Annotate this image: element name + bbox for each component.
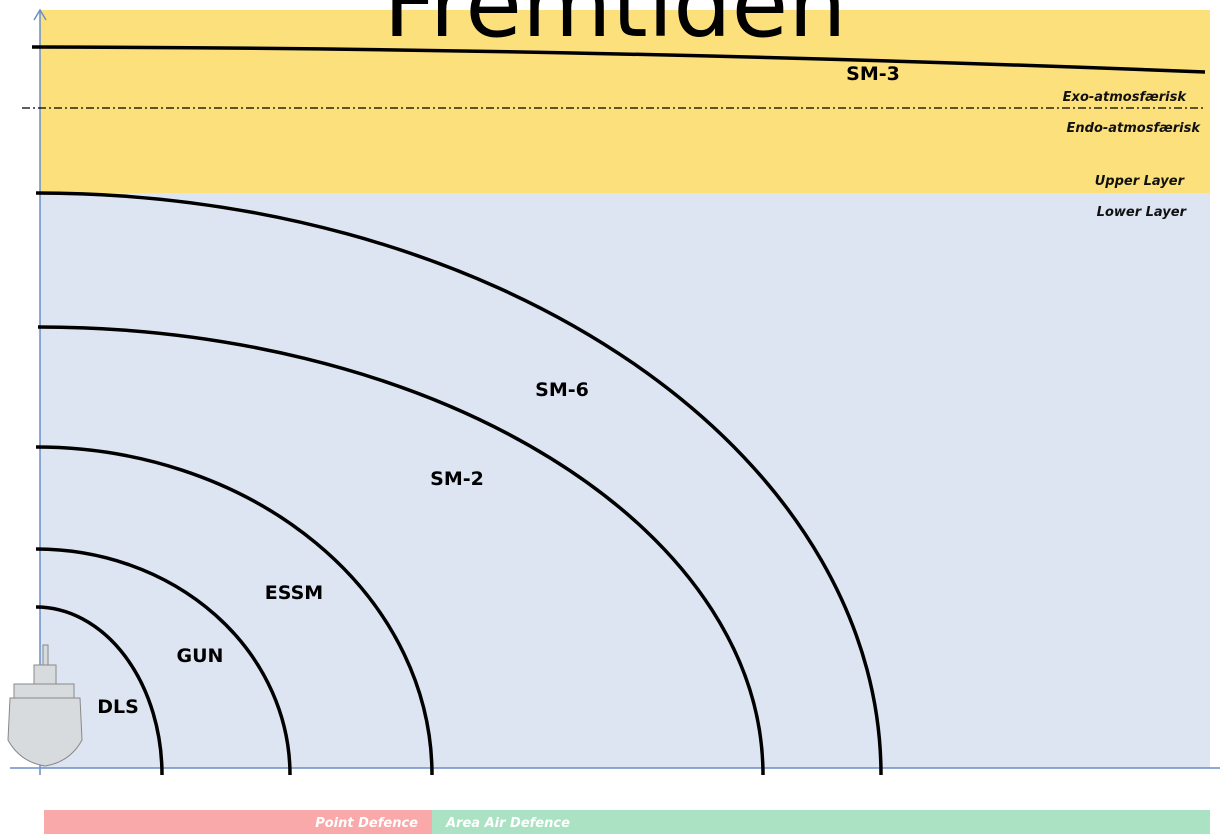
sm6-label: SM-6	[535, 379, 589, 401]
gun-label: GUN	[177, 645, 224, 667]
page: {"header": {"title": "Fremtiden"}, "laye…	[0, 0, 1222, 834]
diagram: Fremtiden SM-3 Exo-atmosfærisk Endo-atmo…	[0, 0, 1222, 834]
upper-label: Upper Layer	[1095, 174, 1186, 189]
lower-label: Lower Layer	[1097, 205, 1188, 220]
exo-label: Exo-atmosfærisk	[1063, 90, 1188, 105]
point-defence-label: Point Defence	[315, 816, 418, 831]
sm3-label: SM-3	[846, 63, 900, 85]
endo-label: Endo-atmosfærisk	[1067, 121, 1202, 136]
area-defence-label: Area Air Defence	[445, 816, 570, 831]
lower-layer-zone	[40, 193, 1210, 768]
sm2-label: SM-2	[430, 468, 484, 490]
essm-label: ESSM	[265, 582, 323, 604]
dls-label: DLS	[97, 696, 139, 718]
